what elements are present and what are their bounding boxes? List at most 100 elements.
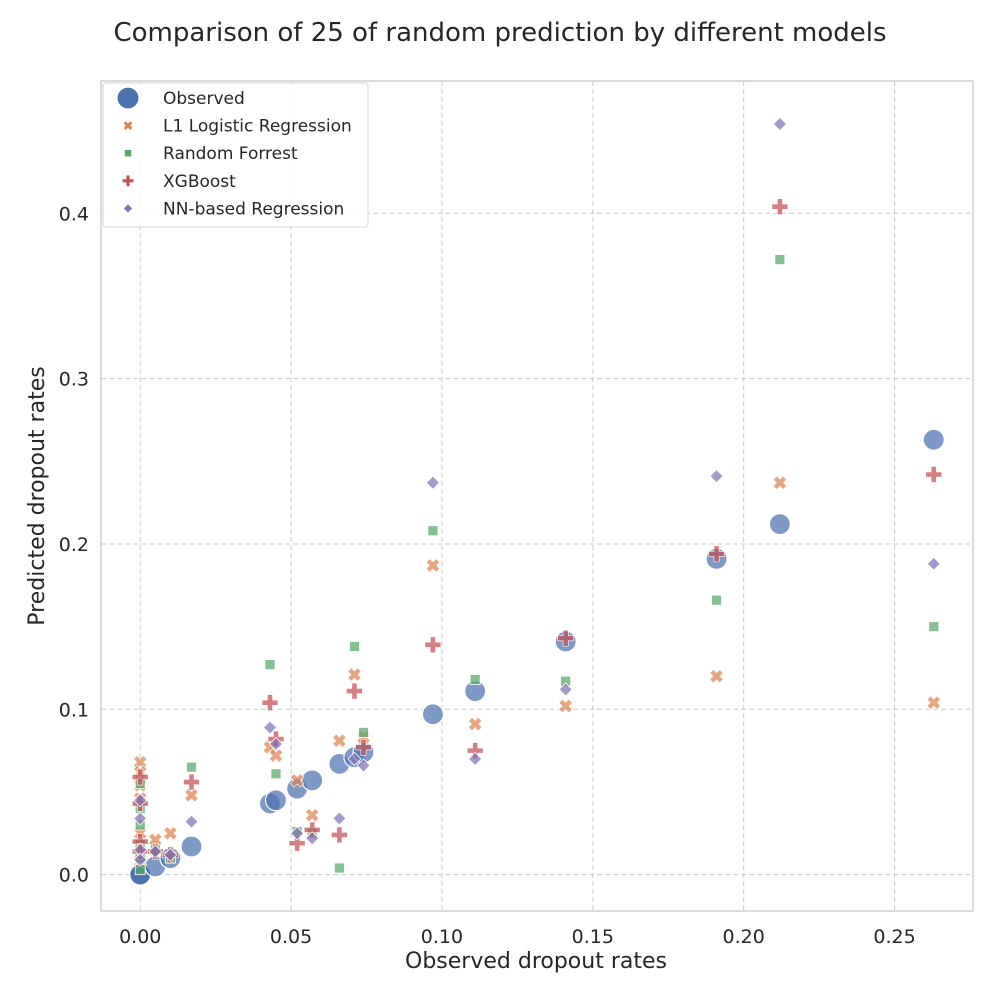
data-point — [356, 758, 371, 773]
data-point — [347, 667, 362, 682]
x-axis-label: Observed dropout rates — [405, 949, 667, 974]
data-point — [184, 814, 199, 829]
legend-item: NN-based Regression — [122, 199, 344, 219]
data-point — [331, 826, 348, 844]
data-point — [469, 674, 481, 685]
data-point — [421, 703, 445, 726]
x-tick-label: 0.15 — [572, 926, 614, 948]
data-point — [771, 198, 789, 215]
data-point — [347, 751, 362, 766]
data-point — [332, 811, 347, 826]
data-point — [268, 736, 284, 752]
data-point — [183, 773, 200, 791]
data-points — [129, 116, 945, 886]
data-point — [774, 254, 786, 265]
data-point — [268, 748, 284, 763]
data-point — [262, 720, 278, 735]
grid-lines — [101, 81, 973, 911]
data-point — [358, 727, 369, 738]
series-random-forrest — [134, 254, 940, 876]
series-observed — [129, 428, 945, 886]
data-point — [558, 682, 573, 697]
data-point — [709, 669, 724, 684]
legend: Observed L1 Logistic Regression Random For… — [102, 82, 369, 228]
data-point — [163, 847, 178, 862]
data-point — [261, 694, 279, 711]
data-point — [184, 788, 199, 803]
data-point — [925, 466, 943, 483]
data-point — [708, 545, 725, 563]
data-point — [289, 773, 305, 788]
legend-label: Observed — [163, 89, 245, 109]
data-point — [558, 698, 573, 714]
legend-item: L1 Logistic Regression — [122, 117, 352, 137]
legend-item: XGBoost — [121, 172, 236, 192]
y-axis-label: Predicted dropout rates — [25, 366, 50, 625]
legend-label: L1 Logistic Regression — [163, 117, 352, 137]
x-tick-label: 0.00 — [119, 926, 161, 948]
y-tick-label: 0.1 — [59, 699, 89, 721]
data-point — [425, 558, 441, 573]
y-tick-label: 0.4 — [59, 203, 89, 225]
series-l1-logistic-regression — [133, 475, 941, 869]
legend-marker — [122, 120, 134, 131]
x-tick-label: 0.05 — [270, 926, 312, 948]
data-point — [355, 739, 372, 756]
data-point — [305, 831, 320, 846]
data-point — [772, 475, 788, 490]
x-tick-label: 0.25 — [873, 926, 915, 948]
data-point — [926, 556, 941, 571]
data-point — [301, 769, 324, 792]
data-point — [425, 475, 440, 490]
legend-label: XGBoost — [163, 172, 236, 192]
legend-marker — [124, 149, 133, 158]
legend-label: NN-based Regression — [163, 199, 344, 219]
y-axis-ticks: 0.0 0.1 0.2 0.3 0.4 — [59, 203, 89, 886]
data-point — [349, 641, 360, 652]
data-point — [186, 761, 197, 773]
data-point — [270, 768, 282, 780]
chart-title: Comparison of 25 of random prediction by… — [113, 18, 886, 48]
y-tick-label: 0.0 — [59, 865, 89, 887]
data-point — [926, 695, 941, 710]
series-nn-based-regression — [133, 116, 941, 867]
data-point — [305, 807, 320, 823]
data-point — [772, 116, 787, 132]
y-tick-label: 0.2 — [59, 534, 89, 556]
series-xgboost — [131, 198, 943, 864]
data-point — [180, 835, 203, 858]
y-tick-label: 0.3 — [59, 369, 89, 391]
data-point — [768, 513, 791, 536]
legend-label: Random Forrest — [163, 144, 298, 164]
data-point — [264, 659, 276, 671]
data-point — [133, 811, 148, 826]
data-point — [709, 469, 724, 484]
data-point — [922, 428, 945, 451]
data-point — [468, 751, 483, 766]
data-point — [468, 717, 483, 732]
data-point — [427, 525, 439, 537]
legend-box — [102, 82, 369, 228]
data-point — [557, 629, 574, 647]
data-point — [333, 862, 345, 874]
plot-frame — [100, 80, 974, 912]
data-point — [288, 834, 306, 852]
data-point — [711, 594, 722, 606]
data-point — [133, 852, 148, 867]
legend-item: Random Forrest — [124, 144, 298, 164]
data-point — [264, 789, 288, 812]
legend-item: Observed — [116, 86, 245, 110]
data-point — [928, 621, 940, 633]
x-tick-label: 0.20 — [723, 926, 765, 948]
data-point — [290, 826, 305, 841]
legend-marker — [122, 203, 134, 214]
data-point — [163, 826, 178, 841]
data-point — [133, 793, 148, 808]
data-point — [131, 768, 149, 786]
legend-marker — [116, 86, 140, 110]
data-point — [346, 682, 363, 700]
data-point — [424, 636, 442, 654]
data-point — [148, 844, 163, 859]
x-tick-label: 0.10 — [421, 926, 463, 948]
